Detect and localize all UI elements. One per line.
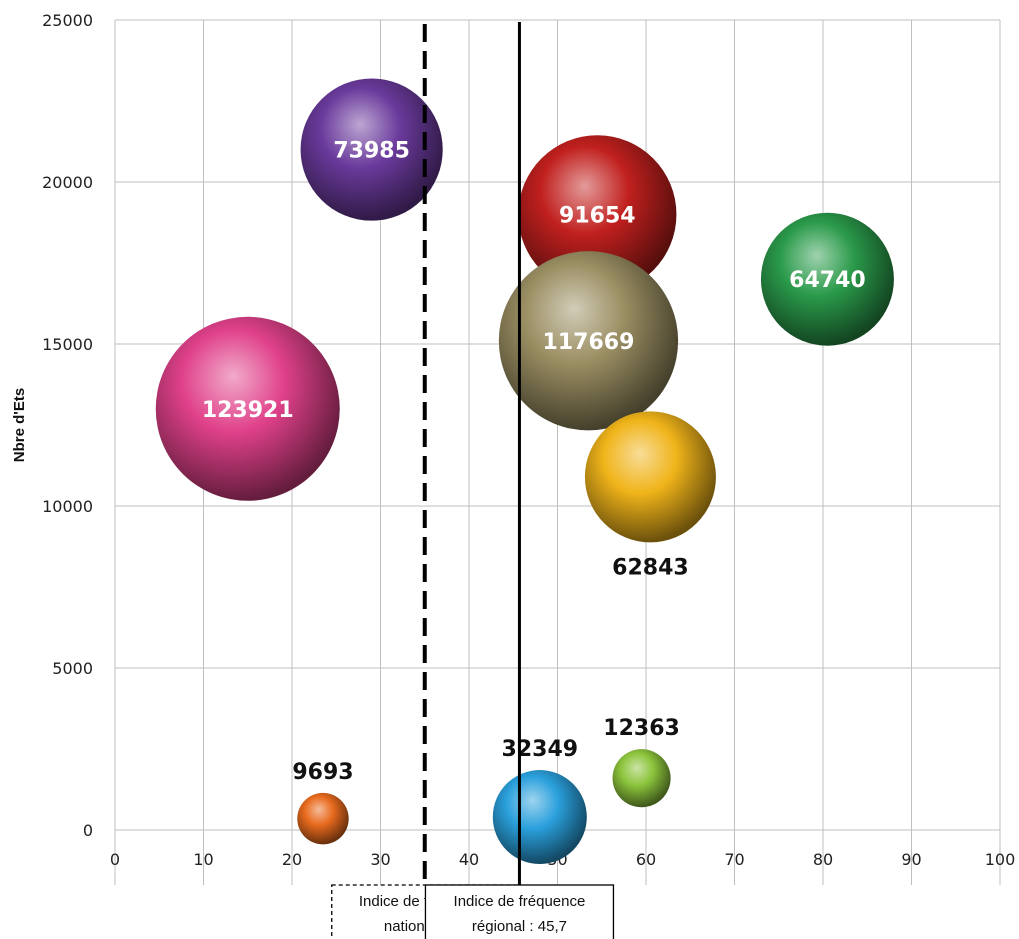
bubble-label: 62843 [612,555,689,580]
x-tick-label: 100 [985,850,1016,869]
bubble [492,770,587,865]
bubble [300,78,443,221]
y-tick-label: 10000 [42,497,93,516]
reference-label-box [424,884,615,939]
y-tick-label: 15000 [42,335,93,354]
bubble-label: 91654 [559,203,636,228]
bubble [297,792,349,845]
x-tick-label: 0 [110,850,120,869]
bubble [760,212,894,346]
y-axis-ticks: 0 5000 10000 15000 20000 25000 [42,11,93,840]
bubble-label: 123921 [202,398,294,423]
bubble [518,135,677,294]
reference-label-text: régional : 45,7 [472,918,567,935]
bubble-label: 12363 [603,716,680,741]
bubble-label: 9693 [292,760,353,785]
reference-label-text: Indice de fréquence [454,893,586,910]
bubble [612,749,671,808]
bubble-label: 73985 [333,139,410,164]
x-tick-label: 70 [724,850,744,869]
y-tick-label: 0 [83,821,93,840]
bubble [498,251,679,431]
bubble-label: 32349 [502,737,579,762]
y-tick-label: 20000 [42,173,93,192]
x-tick-label: 80 [813,850,833,869]
x-tick-label: 90 [901,850,921,869]
x-tick-label: 20 [282,850,302,869]
x-tick-label: 10 [193,850,213,869]
y-tick-label: 5000 [52,659,93,678]
bubble-label: 64740 [789,268,866,293]
y-axis-label: Nbre d'Ets [11,388,28,462]
x-tick-label: 40 [459,850,479,869]
bubbles: 73985 91654 64740 117669 123921 62843 12363 323… [155,78,894,865]
x-tick-label: 30 [370,850,390,869]
bubble [155,316,340,501]
bubble-label: 117669 [543,330,635,355]
x-tick-label: 60 [636,850,656,869]
bubble [584,411,716,543]
y-tick-label: 25000 [42,11,93,30]
